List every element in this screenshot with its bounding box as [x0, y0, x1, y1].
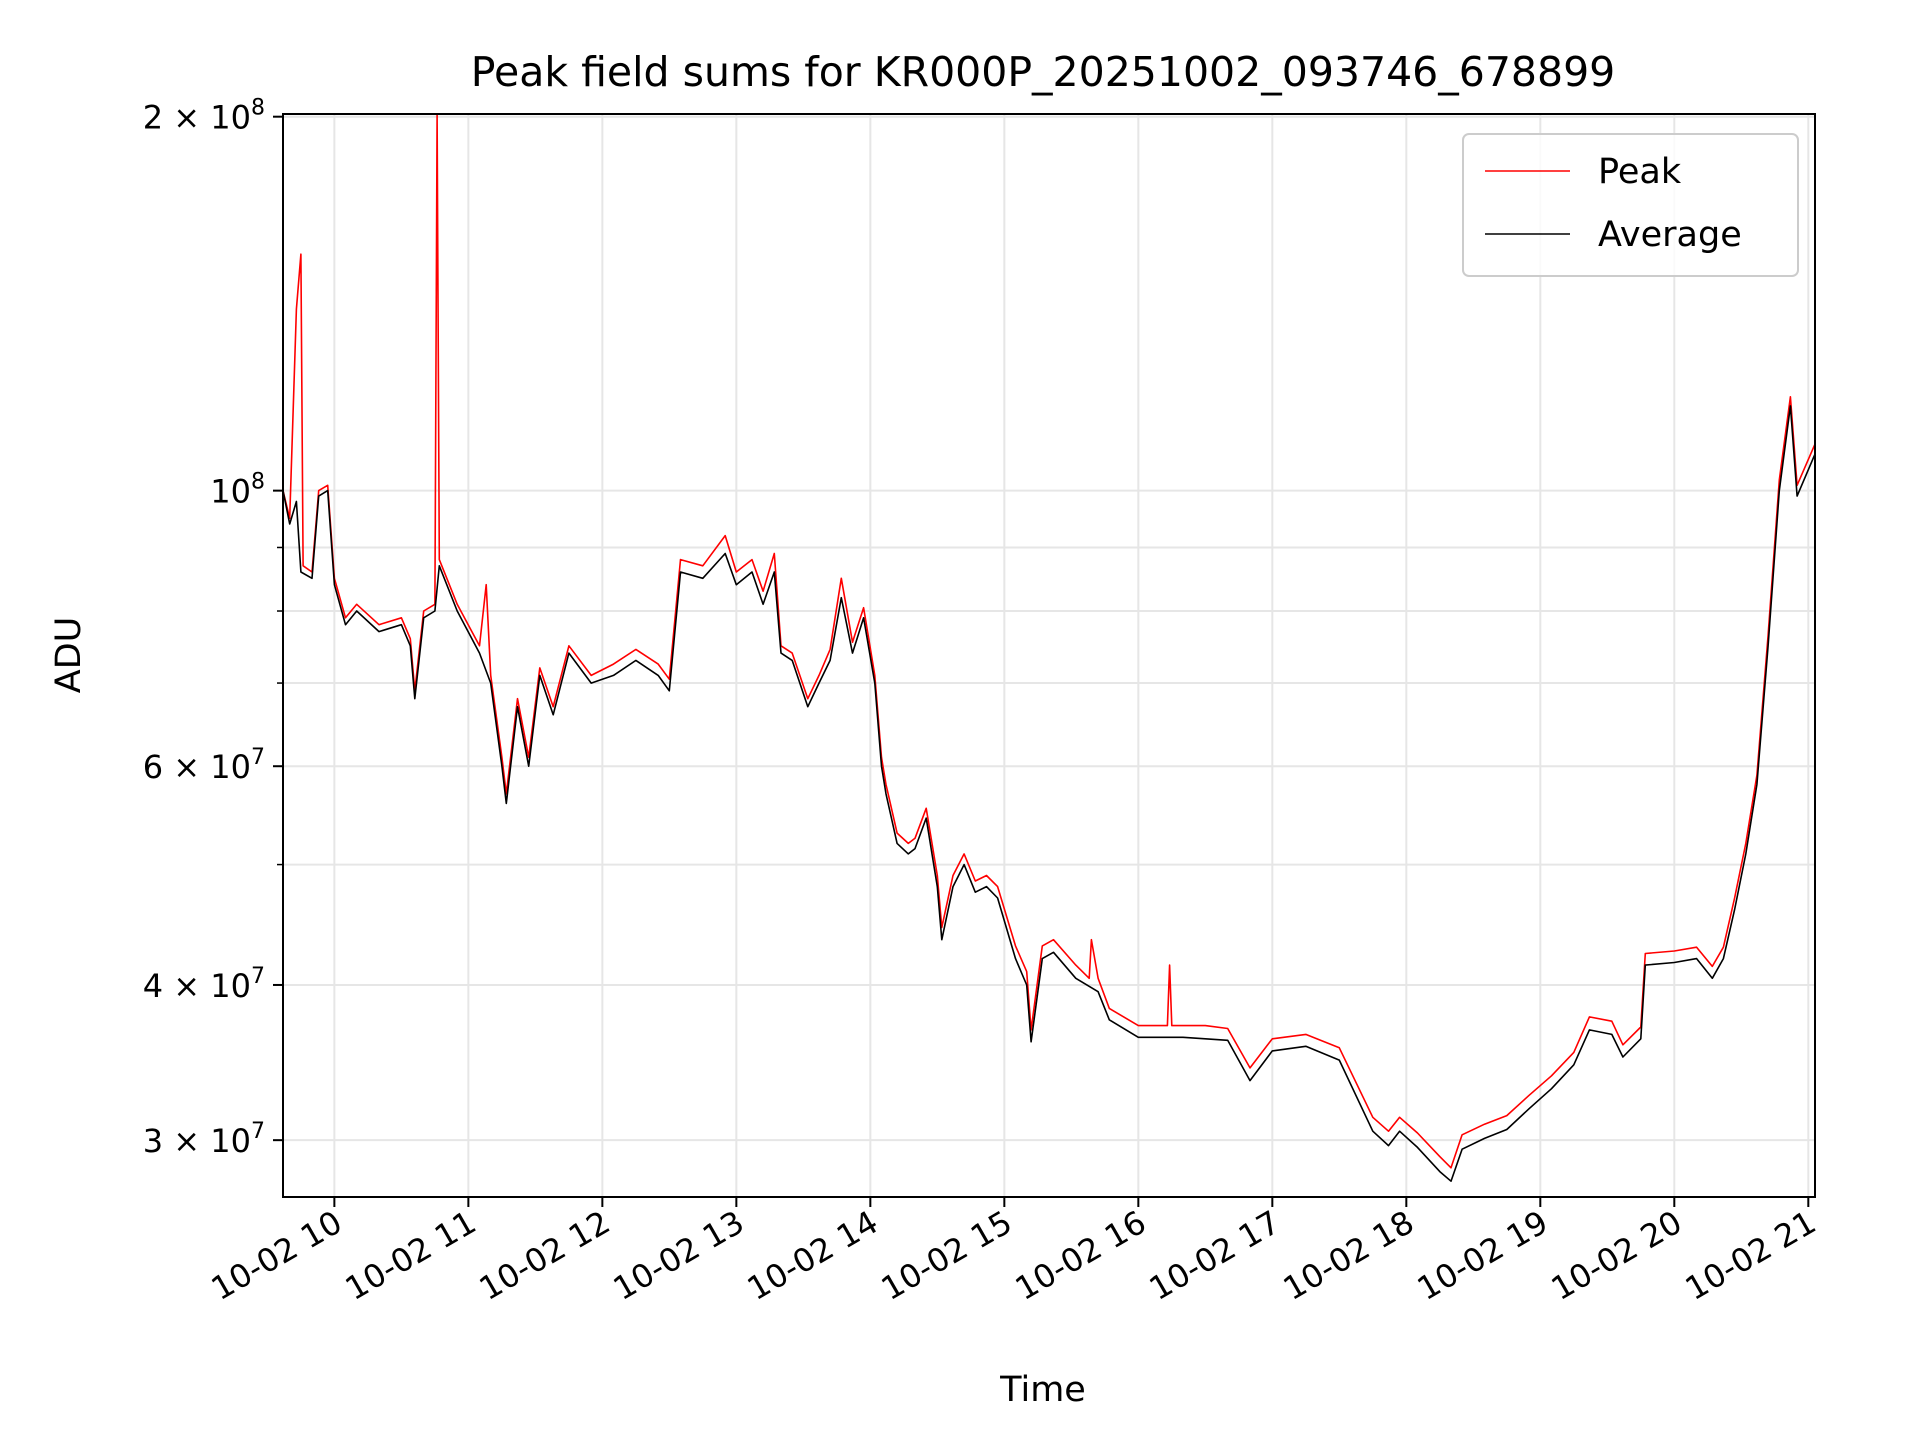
series-line-average — [282, 405, 1816, 1182]
grid — [283, 114, 1815, 1197]
y-tick-label: 6 × 107 — [143, 745, 265, 786]
axes-frame — [282, 113, 1816, 1198]
y-tick-label: 2 × 108 — [143, 96, 265, 137]
legend: Peak Average — [1462, 133, 1799, 277]
y-tick-label: 4 × 107 — [143, 964, 265, 1005]
y-axis: 3 × 107 4 × 107 6 × 107 108 2 × 108 — [143, 96, 283, 1160]
legend-label-peak: Peak — [1598, 152, 1682, 192]
plot-area — [282, 113, 1816, 1182]
y-tick-label: 3 × 107 — [143, 1119, 265, 1160]
y-tick-label: 108 — [210, 470, 265, 511]
legend-box — [1462, 133, 1799, 277]
series-line-peak — [282, 113, 1816, 1169]
x-axis-label: Time — [999, 1370, 1086, 1410]
y-axis-label: ADU — [49, 617, 89, 694]
legend-label-average: Average — [1598, 215, 1742, 255]
chart-title: Peak field sums for KR000P_20251002_0937… — [471, 48, 1616, 96]
